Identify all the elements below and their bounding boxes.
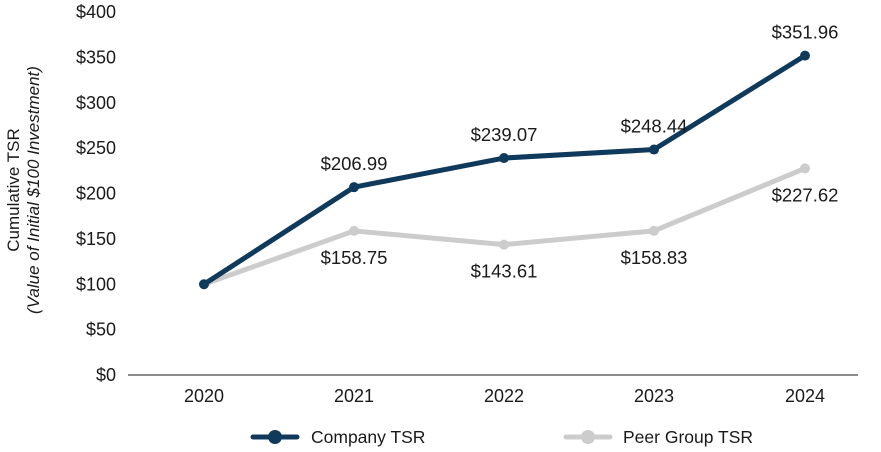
y-axis-ticks: $0 $50 $100 $150 $200 $250 $300 $350 $400 [76,2,116,385]
legend-item-company-tsr: Company TSR [250,427,425,447]
y-tick-label: $0 [96,365,116,385]
series-layer [199,50,810,290]
company-tsr-series [199,50,810,290]
company-tsr-point [199,279,209,290]
legend: Company TSR Peer Group TSR [250,427,753,447]
company-tsr-point [349,182,359,193]
legend-label: Company TSR [311,427,425,447]
legend-swatch-marker [581,430,595,444]
y-tick-label: $400 [76,2,116,22]
data-label-layer: $206.99 $239.07 $248.44 $351.96 $158.75 $143.… [321,22,839,282]
x-tick-label: 2021 [334,386,374,406]
company-tsr-data-label: $351.96 [772,22,839,43]
peer-group-tsr-data-label: $158.75 [321,247,388,268]
company-tsr-data-label: $239.07 [471,124,538,145]
company-tsr-data-label: $206.99 [321,153,388,174]
peer-group-tsr-data-label: $227.62 [772,184,839,205]
company-tsr-point [649,144,659,155]
y-axis-title-sub: (Value of Initial $100 Investment) [24,66,43,314]
peer-group-tsr-data-label: $143.61 [471,261,538,282]
y-axis-title: Cumulative TSR (Value of Initial $100 In… [4,66,43,314]
peer-group-tsr-point [800,163,810,174]
x-tick-label: 2022 [484,386,524,406]
y-tick-label: $100 [76,274,116,294]
x-tick-label: 2023 [634,386,674,406]
company-tsr-point [499,153,509,164]
peer-group-tsr-point [349,225,359,236]
company-tsr-data-label: $248.44 [621,116,688,137]
y-tick-label: $150 [76,229,116,249]
peer-group-tsr-data-label: $158.83 [621,247,688,268]
y-axis-title-main: Cumulative TSR [4,128,23,251]
x-tick-label: 2020 [184,386,224,406]
y-tick-label: $250 [76,138,116,158]
legend-label: Peer Group TSR [623,427,753,447]
y-tick-label: $50 [86,320,116,340]
y-tick-label: $200 [76,184,116,204]
legend-swatch-marker [268,430,282,444]
x-tick-label: 2024 [785,386,825,406]
peer-group-tsr-point [649,225,659,236]
legend-item-peer-group-tsr: Peer Group TSR [563,427,753,447]
x-axis-ticks: 2020 2021 2022 2023 2024 [184,386,825,406]
peer-group-tsr-point [499,239,509,250]
y-tick-label: $350 [76,47,116,67]
company-tsr-point [800,50,810,61]
y-tick-label: $300 [76,93,116,113]
